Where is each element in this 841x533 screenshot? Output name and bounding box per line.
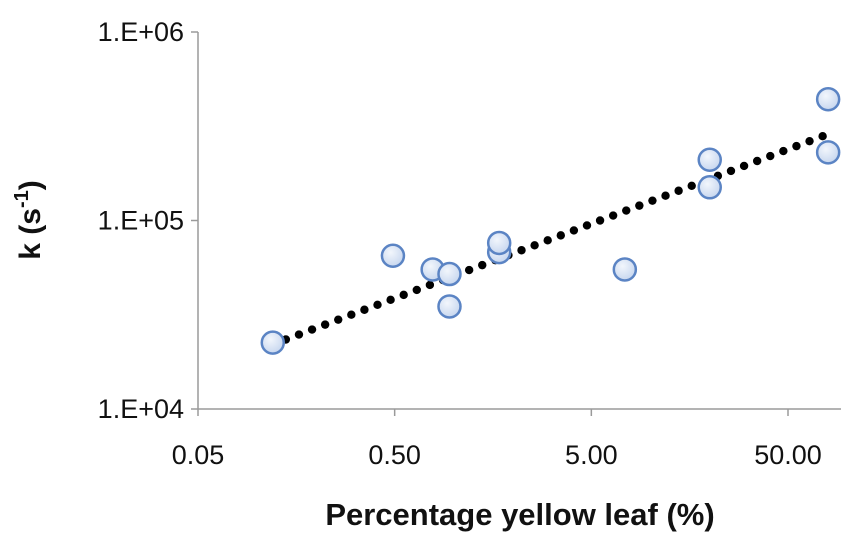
x-tick-label: 0.50 (368, 440, 421, 470)
trendline-dot (556, 231, 565, 240)
trendline-dot (334, 315, 343, 324)
y-tick-label: 1.E+05 (98, 206, 184, 236)
scatter-point (612, 257, 638, 282)
data-points (260, 86, 841, 355)
trendline-dot (779, 146, 788, 156)
trendline-dot (412, 285, 421, 295)
trendline-dot (818, 132, 827, 141)
trendline-dot (373, 300, 382, 309)
y-tick-label: 1.E+04 (98, 394, 184, 424)
trendline-dot (739, 161, 749, 171)
trendline-dot (386, 295, 395, 305)
trendline-dot (674, 186, 683, 195)
y-ticks: 1.E+04 1.E+05 1.E+06 (98, 17, 198, 424)
x-tick-label: 5.00 (565, 440, 618, 470)
trendline-dot (320, 320, 330, 329)
trendline-dot (648, 196, 657, 205)
y-tick-label: 1.E+06 (98, 17, 184, 47)
trendline-dot (595, 216, 605, 225)
scatter-point (380, 243, 406, 269)
scatter-point (815, 86, 841, 112)
trendline-dot (792, 141, 801, 151)
trendline-dot (294, 330, 304, 339)
trendline-dot (726, 166, 736, 176)
trendline-dot (464, 265, 474, 275)
trendline-dot (360, 305, 369, 314)
trendline-dot (307, 325, 317, 334)
scatter-point (260, 330, 286, 355)
trendline-dot (582, 221, 592, 230)
y-axis-title-group: k (s-1) (11, 180, 47, 260)
trendline-dot (425, 280, 435, 290)
trendline-dot (661, 191, 670, 200)
trendline-dot (766, 151, 775, 161)
trendline-dot (805, 136, 814, 146)
trendline-dot (543, 236, 552, 245)
trendline (268, 132, 827, 349)
scatter-point (486, 230, 512, 256)
scatter-point (437, 261, 462, 287)
trendline-dot (347, 310, 356, 319)
trendline-dot (478, 260, 487, 270)
trendline-dot (622, 206, 631, 215)
axes (197, 32, 841, 410)
x-tick-label: 0.05 (172, 440, 225, 470)
x-ticks: 0.05 0.50 5.00 50.00 (172, 409, 822, 470)
trendline-dot (608, 211, 618, 220)
scatter-point (815, 140, 841, 165)
trendline-dot (569, 226, 579, 235)
trendline-dot (530, 241, 539, 250)
scatter-point (697, 147, 722, 173)
x-tick-label: 50.00 (754, 440, 822, 470)
trendline-dot (752, 156, 762, 166)
y-axis-title-main: k (s (14, 208, 47, 260)
trendline-dot (517, 246, 526, 255)
scatter-point (437, 294, 462, 319)
trendline-dot (635, 201, 644, 210)
trendline-dot (687, 181, 696, 190)
y-axis-title: k (s-1) (11, 180, 47, 260)
x-axis-title: Percentage yellow leaf (%) (325, 497, 714, 532)
scatter-point (697, 175, 722, 200)
trendline-dot (399, 290, 408, 300)
y-axis-title-close: ) (14, 180, 47, 190)
y-axis-title-superscript: -1 (11, 190, 33, 208)
